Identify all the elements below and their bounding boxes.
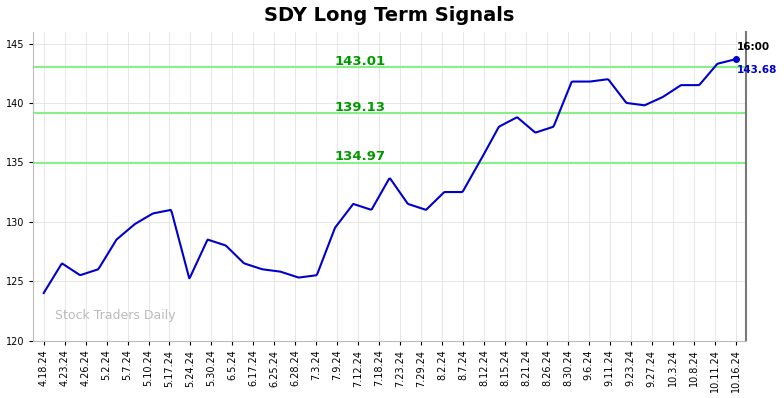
Text: 143.01: 143.01: [334, 55, 386, 68]
Text: 139.13: 139.13: [334, 101, 385, 114]
Title: SDY Long Term Signals: SDY Long Term Signals: [264, 6, 515, 25]
Text: 16:00: 16:00: [737, 42, 770, 52]
Text: 143.68: 143.68: [737, 65, 777, 75]
Text: 134.97: 134.97: [334, 150, 385, 163]
Text: Stock Traders Daily: Stock Traders Daily: [55, 309, 175, 322]
